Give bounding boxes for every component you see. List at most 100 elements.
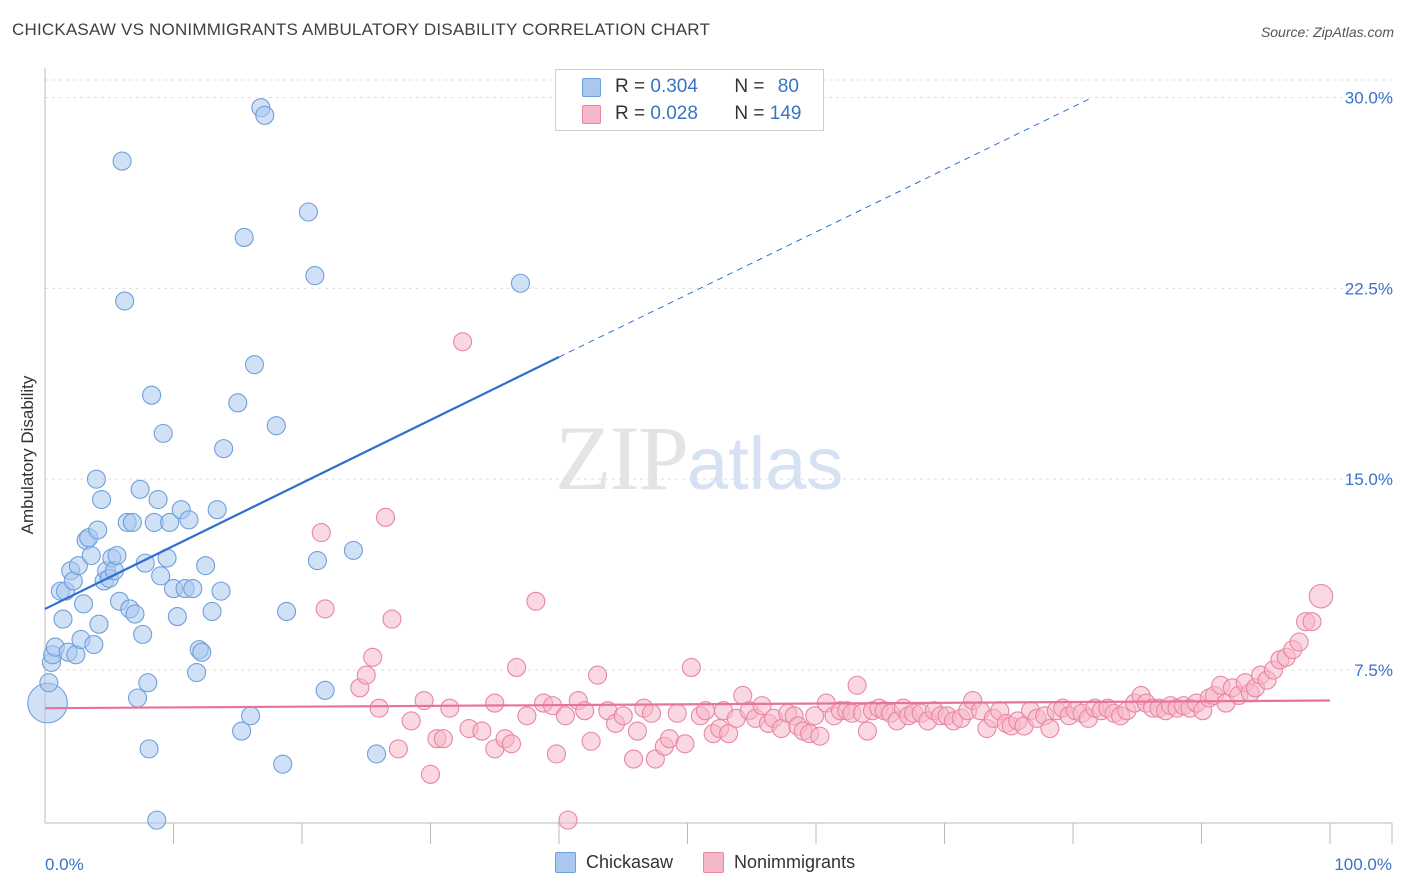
watermark-atlas: atlas	[687, 422, 844, 505]
nonimmigrants-point	[857, 721, 877, 741]
chickasaw-point	[86, 469, 106, 489]
nonimmigrants-point	[507, 657, 527, 678]
chickasaw-point	[211, 581, 231, 601]
chickasaw-point	[148, 489, 168, 510]
nonimmigrants-point	[810, 726, 830, 746]
nonimmigrants-point	[641, 703, 662, 723]
nonimmigrants-point	[555, 706, 575, 726]
chickasaw-point	[107, 545, 127, 566]
chickasaw-swatch	[555, 852, 576, 873]
source-credit: Source: ZipAtlas.com	[1260, 24, 1394, 40]
nonimmigrants-point	[401, 711, 421, 731]
nonimmigrants-point	[675, 734, 695, 754]
chickasaw-swatch	[582, 77, 601, 97]
chickasaw-point	[343, 540, 363, 560]
nonimmigrants-point	[363, 647, 383, 667]
chickasaw-point	[273, 754, 293, 774]
nonimmigrants-point	[369, 698, 389, 718]
chickasaw-point	[266, 416, 286, 436]
chickasaw-point	[130, 479, 150, 499]
chickasaw-point	[125, 604, 145, 624]
watermark: ZIPatlas	[555, 405, 843, 511]
nonimmigrants-point	[420, 764, 441, 784]
nonimmigrants-point	[546, 744, 566, 764]
nonimmigrants-point	[558, 810, 578, 830]
nonimmigrants-point	[1040, 718, 1060, 739]
chart-title: CHICKASAW VS NONIMMIGRANTS AMBULATORY DI…	[12, 20, 711, 39]
y-tick-label: 30.0%	[1345, 89, 1393, 108]
r-label: R =	[615, 103, 651, 124]
r-label: R =	[615, 76, 651, 97]
legend-item-nonimmigrants: Nonimmigrants	[703, 852, 855, 873]
nonimmigrants-swatch	[703, 852, 725, 873]
nonimmigrants-point	[356, 665, 376, 685]
chickasaw-point	[179, 510, 199, 530]
nonimmigrants-points	[311, 332, 1334, 830]
nonimmigrants-point	[526, 591, 546, 611]
chickasaw-point	[305, 266, 325, 286]
chickasaw-point	[115, 291, 135, 311]
y-tick-label: 22.5%	[1345, 279, 1393, 298]
chickasaw-point	[147, 810, 167, 830]
chickasaw-point	[139, 739, 159, 759]
chickasaw-point	[196, 556, 216, 576]
nonimmigrants-point	[315, 599, 335, 619]
nonimmigrants-trend-line	[44, 699, 1331, 710]
nonimmigrants-point	[433, 729, 453, 749]
chickasaw-point	[142, 385, 162, 405]
nonimmigrants-point	[719, 724, 739, 744]
nonimmigrants-point	[575, 701, 595, 721]
chickasaw-point	[167, 607, 187, 627]
nonimmigrants-point	[805, 706, 825, 726]
nonimmigrants-point	[382, 609, 402, 629]
nonimmigrants-point	[1302, 612, 1322, 632]
legend-row-chickasaw: R = 0.304 N = 80	[582, 75, 799, 99]
chickasaw-point	[232, 721, 252, 741]
nonimmigrants-swatch	[582, 104, 601, 124]
chickasaw-point	[315, 680, 335, 700]
chickasaw-trend-extension	[558, 97, 1093, 358]
nonimmigrants-point	[752, 696, 772, 716]
n-label: N =	[734, 103, 770, 124]
n-label: N =	[734, 76, 770, 97]
x-tick-label: 0.0%	[45, 855, 84, 874]
chickasaw-point	[74, 594, 94, 614]
nonimmigrants-point	[623, 749, 644, 769]
r-value: 0.304	[650, 76, 698, 97]
chickasaw-point	[298, 202, 318, 222]
nonimmigrants-point	[375, 507, 396, 527]
chickasaw-point	[151, 566, 171, 586]
y-axis-label: Ambulatory Disability	[18, 375, 37, 535]
chickasaw-point	[255, 105, 275, 125]
nonimmigrants-point	[311, 523, 331, 543]
nonimmigrants-point	[847, 675, 867, 695]
chickasaw-point	[39, 673, 59, 693]
chickasaw-point	[244, 355, 265, 375]
chickasaw-point	[207, 500, 227, 520]
y-tick-label: 15.0%	[1345, 470, 1393, 489]
legend-row-nonimmigrants: R = 0.028 N = 149	[582, 102, 801, 126]
chickasaw-point	[187, 662, 207, 683]
chickasaw-point	[133, 624, 153, 644]
nonimmigrants-point	[1289, 632, 1309, 652]
chickasaw-point	[241, 706, 261, 726]
nonimmigrants-point	[472, 721, 492, 741]
nonimmigrants-point	[1308, 583, 1334, 609]
r-value: 0.028	[650, 103, 698, 124]
chickasaw-point	[138, 673, 158, 693]
watermark-zip: ZIP	[555, 407, 689, 509]
chickasaw-point	[53, 609, 73, 629]
legend-label-nonimmigrants: Nonimmigrants	[734, 852, 856, 872]
chickasaw-point	[277, 601, 297, 622]
chickasaw-point	[160, 512, 180, 532]
chickasaw-point	[89, 614, 109, 634]
chickasaw-point	[307, 551, 327, 571]
nonimmigrants-point	[627, 721, 647, 741]
chickasaw-point	[81, 545, 101, 566]
chickasaw-point	[214, 439, 234, 459]
nonimmigrants-point	[501, 734, 522, 754]
nonimmigrants-point	[517, 706, 537, 726]
chickasaw-point	[127, 688, 148, 708]
y-tick-label: 7.5%	[1354, 661, 1393, 680]
